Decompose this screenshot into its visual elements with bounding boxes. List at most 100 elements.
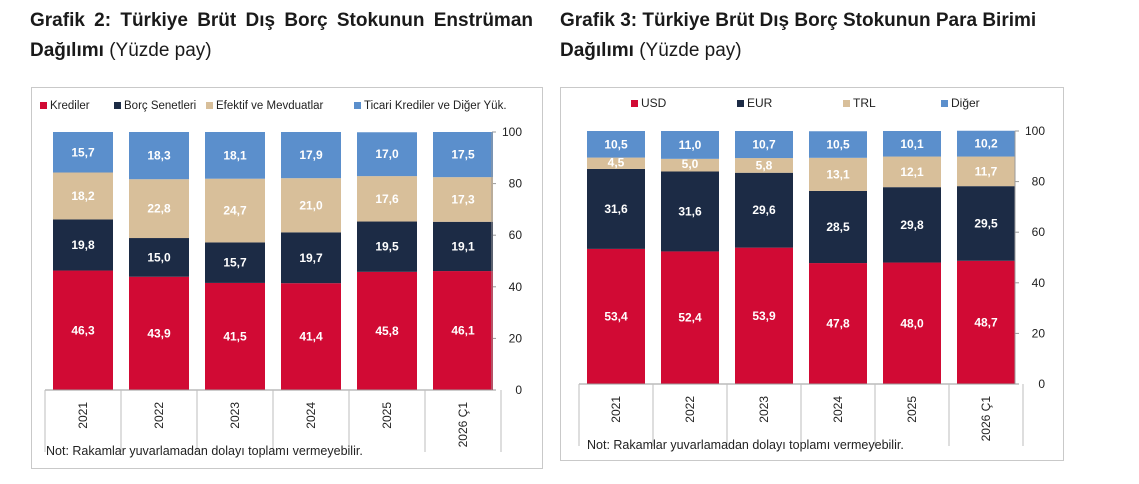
x-tick-label: 2022 (152, 402, 166, 429)
legend-swatch (114, 102, 121, 109)
data-label: 10,2 (974, 137, 998, 151)
bar-segment (735, 158, 793, 173)
legend-label: TRL (853, 96, 876, 110)
x-tick-label: 2021 (609, 396, 623, 423)
y-tick-label: 80 (509, 177, 523, 191)
data-label: 15,7 (223, 256, 247, 270)
chart-panel-instrument: Krediler Borç Senetleri Efektif ve Mevduat… (31, 87, 543, 469)
y-tick-label: 20 (509, 331, 523, 345)
bar-segment (957, 130, 1015, 157)
bar-segment (661, 131, 719, 159)
x-tick-label: 2025 (380, 402, 394, 429)
bar-segment (809, 190, 867, 264)
data-label: 11,0 (679, 138, 702, 152)
data-label: 19,1 (451, 239, 475, 253)
data-label: 48,0 (900, 316, 924, 330)
bar-segment (281, 178, 341, 233)
legend-swatch (941, 100, 948, 107)
x-tick-label: 2022 (683, 396, 697, 423)
x-tick-label: 2026 Ç1 (979, 396, 993, 442)
data-label: 12,1 (900, 165, 924, 179)
data-label: 19,7 (299, 251, 323, 265)
bar-segment (809, 263, 867, 384)
x-tick-label: 2024 (304, 402, 318, 429)
data-label: 5,0 (682, 157, 699, 171)
data-label: 10,5 (604, 137, 628, 151)
chart-title-suffix: (Yüzde pay) (109, 40, 212, 61)
data-label: 15,0 (147, 250, 171, 264)
data-label: 46,1 (451, 324, 475, 338)
bar-segment (587, 248, 645, 384)
legend-swatch (40, 102, 47, 109)
data-label: 10,1 (900, 137, 924, 151)
x-tick-label: 2021 (76, 402, 90, 429)
data-label: 18,3 (147, 149, 171, 163)
data-label: 29,8 (900, 218, 924, 232)
data-label: 41,5 (223, 329, 247, 343)
bar-segment (357, 271, 417, 390)
data-label: 11,7 (975, 164, 998, 178)
data-label: 18,2 (71, 189, 95, 203)
bar-segment (281, 283, 341, 390)
y-tick-label: 0 (515, 383, 522, 397)
bar-segment (735, 247, 793, 384)
x-tick-label: 2025 (905, 396, 919, 423)
bar-segment (661, 171, 719, 252)
bar-segment (587, 157, 645, 169)
y-tick-label: 20 (1032, 326, 1046, 340)
bar-segment (957, 260, 1015, 384)
data-label: 5,8 (756, 158, 773, 172)
bar-segment (53, 132, 113, 173)
data-label: 13,1 (826, 167, 850, 181)
legend-label: Borç Senetleri (124, 100, 196, 112)
bar-segment (433, 132, 493, 178)
stacked-bar-chart-currency: USD EUR TRL Diğer 0 20 40 60 80 100 53,4 31,6 4,5 10,… (578, 96, 1046, 446)
data-label: 41,4 (299, 330, 323, 344)
bar-segment (883, 262, 941, 384)
legend-label: USD (641, 96, 667, 110)
x-tick-label: 2026 Ç1 (456, 402, 470, 448)
legend-label: Krediler (50, 100, 90, 112)
data-label: 19,5 (375, 240, 399, 254)
bar-segment (661, 158, 719, 172)
bar-segment (205, 242, 265, 283)
bar-segment (957, 156, 1015, 187)
bar-segment (53, 219, 113, 271)
bar-segment (433, 271, 493, 390)
legend-label: Ticari Krediler ve Diğer Yük. (364, 100, 507, 112)
data-label: 31,6 (678, 204, 702, 218)
legend-swatch (354, 102, 361, 109)
legend-label: Diğer (951, 96, 980, 110)
data-label: 17,5 (451, 148, 475, 162)
bar-segment (53, 270, 113, 390)
bar-segment (129, 276, 189, 390)
data-label: 31,6 (604, 202, 628, 216)
data-label: 53,4 (604, 309, 628, 323)
data-label: 18,1 (223, 148, 247, 162)
y-tick-label: 60 (1032, 225, 1046, 239)
data-label: 29,5 (974, 216, 998, 230)
legend-label: Efektif ve Mevduatlar (216, 100, 324, 112)
bar-segment (357, 221, 417, 272)
chart-title-bold: Grafik 2: Türkiye Brüt Dış Borç Stokunun… (30, 10, 533, 61)
chart-title-instrument: Grafik 2: Türkiye Brüt Dış Borç Stokunun… (30, 6, 533, 66)
y-tick-label: 40 (1032, 276, 1046, 290)
data-label: 48,7 (974, 315, 998, 329)
data-label: 29,6 (752, 203, 776, 217)
bar-segment (809, 131, 867, 158)
chart-title-currency: Grafik 3: Türkiye Brüt Dış Borç Stokunun… (560, 6, 1080, 66)
bar-segment (129, 132, 189, 180)
x-tick-label: 2024 (831, 396, 845, 423)
bar-segment (883, 156, 941, 188)
data-label: 10,5 (826, 138, 850, 152)
y-tick-label: 40 (509, 280, 523, 294)
chart-panel-currency: USD EUR TRL Diğer 0 20 40 60 80 100 53,4 31,6 4,5 10,… (560, 87, 1064, 461)
bar-segment (735, 131, 793, 159)
bar-segment (357, 132, 417, 177)
legend-swatch (843, 100, 850, 107)
bar-segment (205, 132, 265, 179)
bar-segment (661, 251, 719, 384)
bar-segment (433, 221, 493, 272)
y-tick-label: 60 (509, 228, 523, 242)
legend-label: EUR (747, 96, 773, 110)
